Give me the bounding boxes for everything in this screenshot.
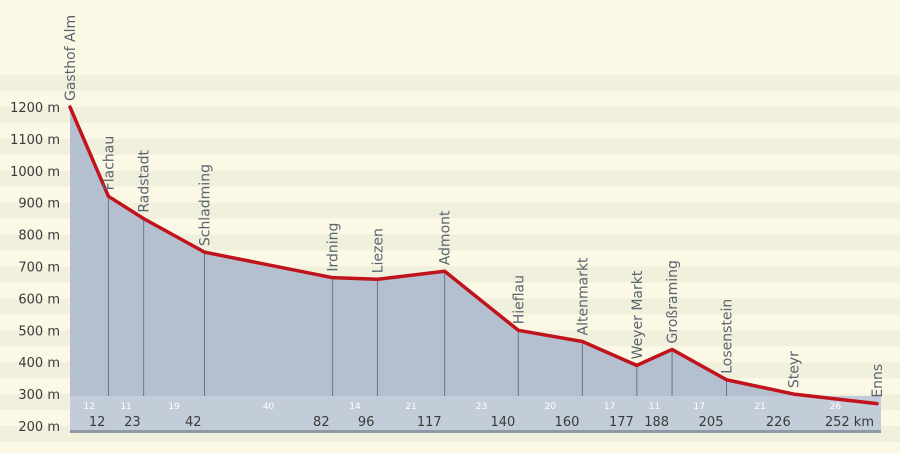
km-label: 252 km: [825, 415, 874, 430]
profile-line-layer: [68, 105, 879, 406]
profile-area-layer: [70, 107, 877, 430]
segment-label: 21: [405, 402, 416, 412]
y-tick-label: 500 m: [18, 324, 60, 339]
y-tick-label: 1100 m: [10, 133, 60, 148]
town-label: Admont: [438, 210, 454, 265]
km-label: 117: [417, 415, 442, 430]
town-label: Flachau: [101, 136, 117, 191]
town-label: Schladming: [198, 164, 214, 246]
distance-strip-shadow: [70, 430, 881, 433]
grid-band: [0, 202, 900, 219]
km-label: 160: [555, 415, 580, 430]
y-tick-label: 700 m: [18, 261, 60, 276]
segment-label: 17: [694, 402, 705, 412]
y-tick-label: 1200 m: [10, 101, 60, 116]
km-label: 42: [185, 415, 202, 430]
town-label: Altenmarkt: [575, 257, 591, 336]
y-tick-label: 600 m: [18, 292, 60, 307]
town-label: Radstadt: [137, 150, 153, 213]
segment-label: 14: [349, 402, 361, 412]
town-labels: Gasthof Alm Flachau Radstadt Schladming Irdn…: [63, 15, 886, 398]
segment-label: 26: [830, 402, 842, 412]
segment-label: 40: [263, 402, 275, 412]
distance-strip: [70, 396, 881, 433]
segment-label: 12: [83, 402, 94, 412]
town-label: Weyer Markt: [630, 270, 646, 359]
town-label: Liezen: [370, 228, 386, 273]
grid-band: [0, 170, 900, 187]
grid-band: [0, 75, 900, 92]
segment-label: 19: [168, 402, 180, 412]
km-label: 96: [358, 415, 375, 430]
segment-label: 11: [120, 402, 131, 412]
distance-strip-bg: [70, 396, 881, 430]
y-tick-label: 300 m: [18, 388, 60, 403]
y-tick-label: 400 m: [18, 356, 60, 371]
segment-label: 20: [545, 402, 557, 412]
town-label: Hieflau: [511, 275, 527, 324]
grid-band: [0, 107, 900, 123]
grid-band: [0, 234, 900, 251]
y-tick-label: 800 m: [18, 229, 60, 244]
y-tick-label: 200 m: [18, 420, 60, 435]
grid-band: [0, 138, 900, 155]
km-label: 140: [491, 415, 516, 430]
km-label: 188: [644, 415, 669, 430]
town-label: Irdning: [326, 223, 342, 272]
km-label: 12: [89, 415, 106, 430]
km-label: 177: [609, 415, 634, 430]
segment-label: 23: [476, 402, 487, 412]
km-label: 23: [124, 415, 141, 430]
profile-area: [70, 107, 877, 430]
km-label: 226: [766, 415, 791, 430]
km-label: 205: [699, 415, 724, 430]
y-tick-label: 1000 m: [10, 165, 60, 180]
town-label: Gasthof Alm: [63, 15, 79, 101]
town-label: Enns: [870, 364, 886, 398]
town-label: Steyr: [787, 351, 803, 388]
profile-line: [68, 105, 879, 406]
y-axis: 200 m 300 m 400 m 500 m 600 m 700 m 800 m 900 m…: [10, 101, 60, 435]
segment-label: 11: [649, 402, 660, 412]
segment-labels: 12 11 19 40 14 21 23 20 17 11 17 21 26: [83, 402, 841, 412]
segment-label: 21: [754, 402, 765, 412]
town-label: Losenstein: [719, 299, 735, 374]
segment-label: 17: [604, 402, 615, 412]
km-labels: 12 23 42 82 96 117 140 160 177 188 205 226 252 km: [89, 415, 874, 430]
km-label: 82: [313, 415, 330, 430]
y-tick-label: 900 m: [18, 197, 60, 212]
town-label: Großraming: [665, 260, 681, 343]
